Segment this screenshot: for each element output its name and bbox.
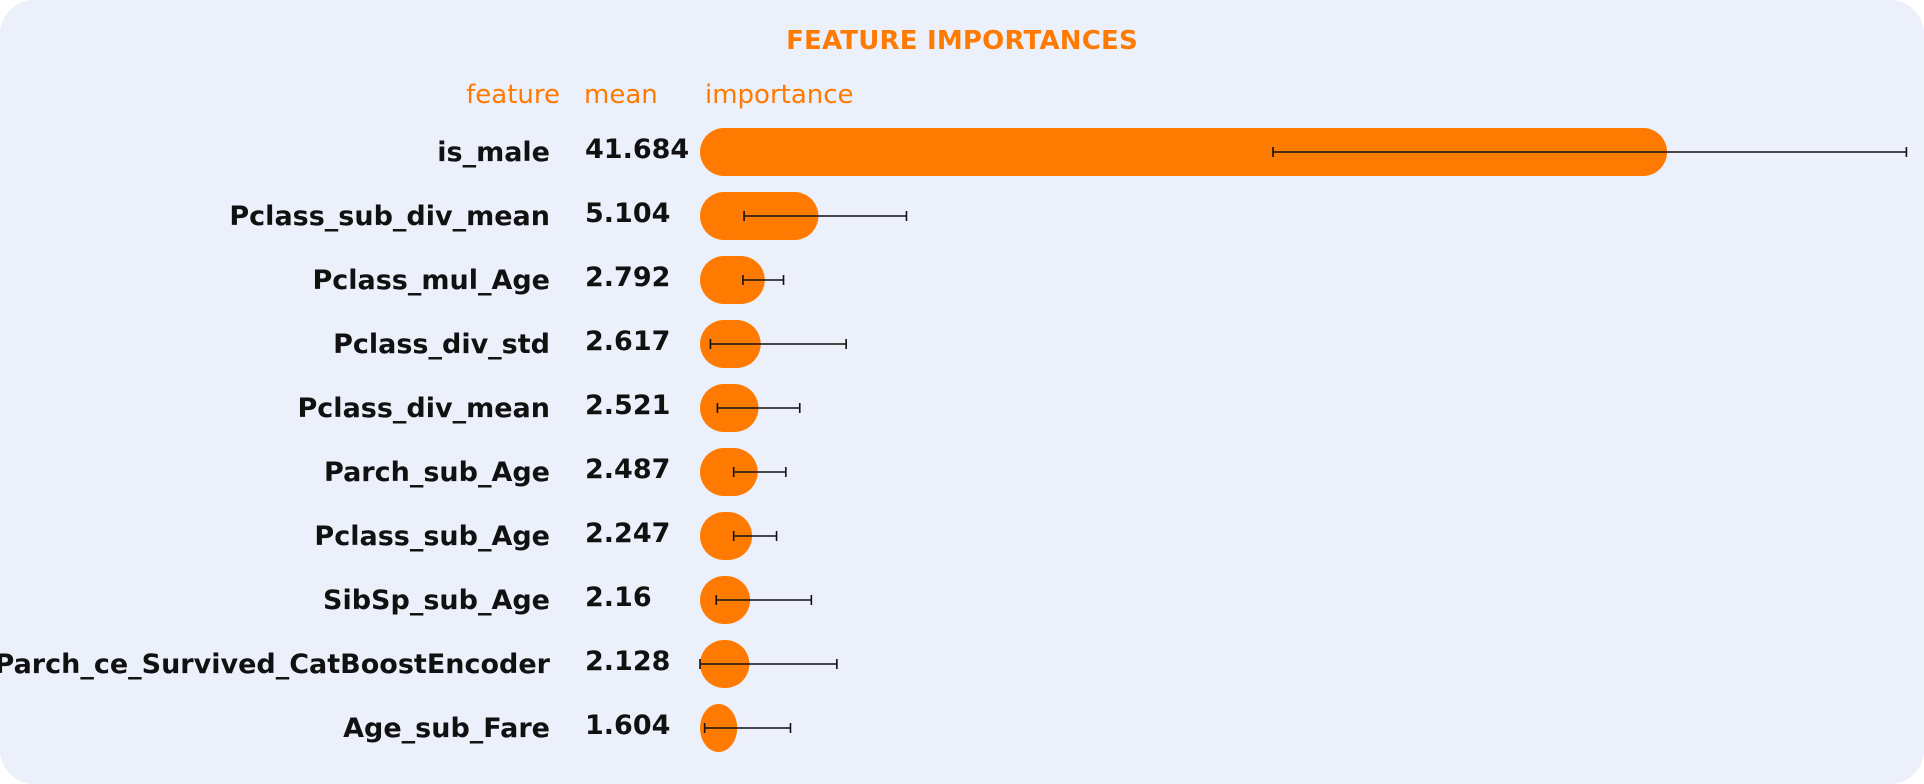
feature-label: is_male xyxy=(437,137,550,168)
mean-value-label: 2.247 xyxy=(585,518,670,549)
importance-bar xyxy=(700,448,758,496)
error-bar xyxy=(732,531,778,541)
importance-bar xyxy=(700,256,765,304)
feature-label: Age_sub_Fare xyxy=(343,713,550,744)
feature-label: Pclass_sub_Age xyxy=(314,521,550,552)
mean-value-label: 2.487 xyxy=(585,454,670,485)
mean-value-label: 5.104 xyxy=(585,198,670,229)
feature-column-header: feature xyxy=(466,80,560,110)
error-bar xyxy=(743,211,908,221)
chart-title: FEATURE IMPORTANCES xyxy=(786,26,1138,56)
importance-bar xyxy=(700,512,753,560)
mean-value-label: 1.604 xyxy=(585,710,670,741)
error-bar xyxy=(742,275,785,285)
error-bar xyxy=(1272,147,1908,157)
error-bar xyxy=(715,595,813,605)
error-bar xyxy=(732,467,787,477)
error-bar xyxy=(699,659,838,669)
feature-label: Pclass_div_mean xyxy=(298,393,550,424)
mean-column-header: mean xyxy=(584,80,658,110)
error-bar xyxy=(703,723,792,733)
mean-value-label: 2.16 xyxy=(585,582,652,613)
feature-label: Pclass_div_std xyxy=(333,329,550,360)
mean-value-label: 2.617 xyxy=(585,326,670,357)
mean-value-label: 41.684 xyxy=(585,134,689,165)
feature-label: Parch_ce_Survived_CatBoostEncoder xyxy=(0,649,551,680)
feature-label: Pclass_sub_div_mean xyxy=(229,201,550,232)
mean-value-label: 2.128 xyxy=(585,646,670,677)
importance-column-header: importance xyxy=(705,80,854,110)
feature-label: Pclass_mul_Age xyxy=(312,265,550,296)
mean-value-label: 2.792 xyxy=(585,262,670,293)
mean-value-label: 2.521 xyxy=(585,390,670,421)
importance-bar xyxy=(700,128,1668,176)
error-bar xyxy=(716,403,801,413)
feature-label: SibSp_sub_Age xyxy=(323,585,550,616)
feature-label: Parch_sub_Age xyxy=(324,457,550,488)
error-bar xyxy=(709,339,847,349)
